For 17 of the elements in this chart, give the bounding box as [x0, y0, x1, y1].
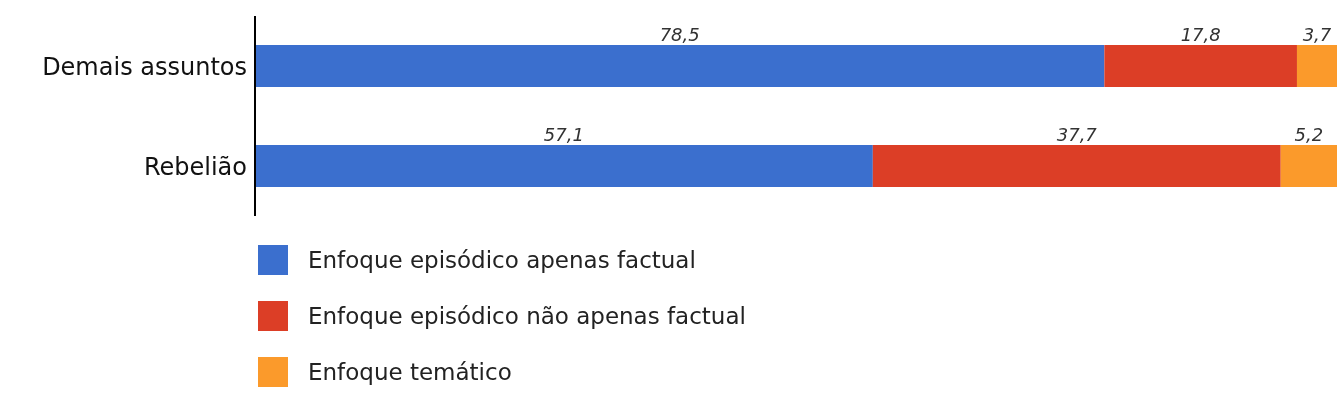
data-label: 5,2	[1294, 124, 1324, 145]
y-tick-label: Rebelião	[143, 152, 247, 181]
bar	[1280, 145, 1337, 187]
legend-label: Enfoque episódico apenas factual	[308, 247, 696, 273]
data-label: 37,7	[1056, 124, 1098, 145]
bar	[1104, 45, 1297, 87]
bar	[255, 45, 1105, 87]
legend-label: Enfoque temático	[308, 359, 512, 385]
data-label: 78,5	[659, 24, 700, 45]
y-tick-label: Demais assuntos	[42, 52, 247, 81]
data-label: 17,8	[1180, 24, 1221, 45]
data-label: 3,7	[1302, 24, 1332, 45]
bar	[255, 145, 873, 187]
data-label: 57,1	[543, 124, 584, 145]
legend-label: Enfoque episódico não apenas factual	[308, 303, 746, 329]
bar	[1296, 45, 1337, 87]
bar	[872, 145, 1281, 187]
